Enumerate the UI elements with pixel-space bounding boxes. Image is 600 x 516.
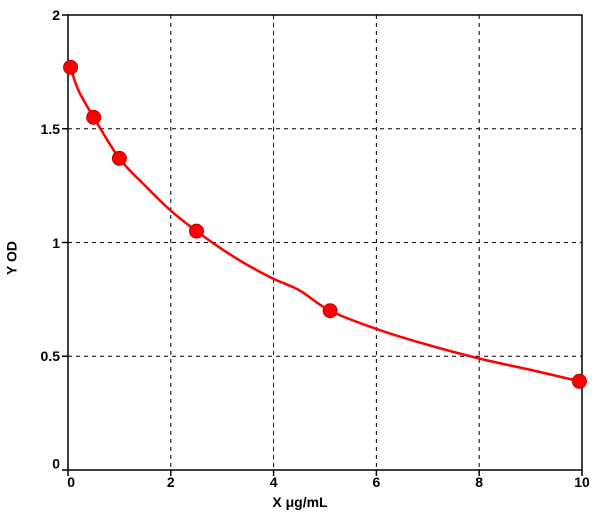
y-tick-label: 1.5	[41, 121, 60, 137]
x-tick-label: 6	[372, 474, 380, 490]
y-tick-label: 1	[52, 235, 60, 251]
data-point	[323, 304, 337, 318]
chart-container: Y OD X μg/mL 0 2 4 6 8 10 0 0.5 1 1.5 2	[0, 0, 600, 516]
y-tick-label: 0	[52, 456, 60, 472]
x-axis-label: X μg/mL	[0, 494, 600, 510]
data-point	[87, 110, 101, 124]
y-tick-label: 0.5	[41, 348, 60, 364]
chart-svg	[0, 0, 600, 516]
x-tick-label: 2	[167, 474, 175, 490]
x-tick-label: 4	[270, 474, 278, 490]
data-point	[572, 374, 586, 388]
y-axis-label: Y OD	[3, 241, 19, 275]
x-tick-label: 0	[67, 474, 75, 490]
x-tick-label: 10	[574, 474, 590, 490]
y-tick-label: 2	[52, 7, 60, 23]
data-point	[64, 60, 78, 74]
data-point	[112, 151, 126, 165]
data-point	[190, 224, 204, 238]
x-tick-label: 8	[475, 474, 483, 490]
